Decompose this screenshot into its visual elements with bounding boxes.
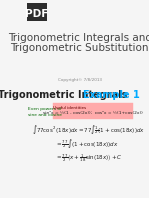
Text: $= \frac{77}{2}\left(x + \frac{1}{18}\sin(18x)\right) + C$: $= \frac{77}{2}\left(x + \frac{1}{18}\si… [55,152,123,164]
FancyBboxPatch shape [27,3,47,21]
Text: PDF: PDF [25,9,49,19]
Text: Trigonometric Integrals: Trigonometric Integrals [0,90,128,100]
Text: Copyright© 7/8/2013: Copyright© 7/8/2013 [58,78,102,82]
Text: $= \frac{77}{2}\int (1+\cos(18x))dx$: $= \frac{77}{2}\int (1+\cos(18x))dx$ [55,138,119,150]
Text: sin²x = ½(1 - cos(2x));  cos²x = ½(1+cos(2x)): sin²x = ½(1 - cos(2x)); cos²x = ½(1+cos(… [43,111,142,115]
Text: Even powers of
sine and cosine: Even powers of sine and cosine [28,107,62,117]
Text: $\int 77\cos^2(18x)dx = 77\int \frac{1}{2}(1+\cos(18x))dx$: $\int 77\cos^2(18x)dx = 77\int \frac{1}{… [32,124,145,136]
Text: Trigonometric Integrals and: Trigonometric Integrals and [8,33,149,43]
Text: Example 1: Example 1 [83,90,140,100]
FancyBboxPatch shape [53,103,132,119]
Text: Trigonometric Substitution: Trigonometric Substitution [10,43,149,53]
Text: Useful identities: Useful identities [53,106,86,110]
